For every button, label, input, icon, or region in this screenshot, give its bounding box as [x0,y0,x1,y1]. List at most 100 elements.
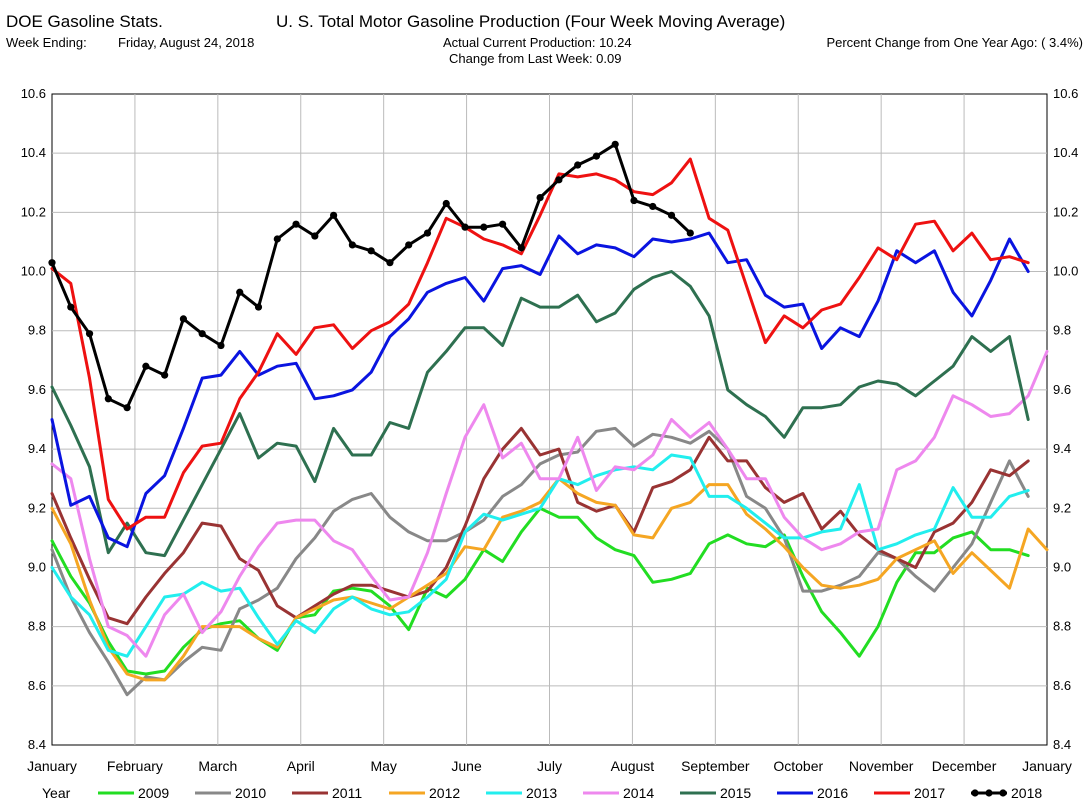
y-tick-label-left: 9.6 [28,382,46,397]
legend-marker-2018 [999,789,1007,797]
series-point-2018 [67,303,75,311]
series-point-2018 [330,211,338,219]
source-label: DOE Gasoline Stats. [6,12,163,31]
y-tick-label-left: 10.2 [21,204,46,219]
x-tick-label: September [681,758,750,774]
legend-label-2011: 2011 [332,785,362,801]
series-point-2018 [198,330,206,338]
series-point-2018 [555,176,563,184]
series-point-2018 [85,330,94,338]
series-point-2018 [367,247,375,255]
change-from-last-week: Change from Last Week: 0.09 [449,51,622,66]
series-point-2018 [161,371,169,379]
week-ending-label: Week Ending: [6,35,87,50]
y-tick-label-right: 8.6 [1053,678,1071,693]
series-line-2010 [50,426,1030,697]
series-point-2018 [442,199,450,208]
y-tick-label-right: 10.0 [1053,264,1078,279]
y-tick-label-right: 9.8 [1053,323,1071,338]
x-tick-label: May [370,758,396,774]
percent-change: Percent Change from One Year Ago: ( 3.4%… [826,35,1083,50]
legend-label-2013: 2013 [526,785,557,801]
series-point-2018 [311,232,319,240]
series-line-2014 [50,349,1049,658]
series-point-2018 [48,259,56,267]
y-tick-label-right: 9.6 [1053,382,1071,397]
series-point-2018 [386,259,394,267]
y-tick-label-left: 10.4 [21,145,46,160]
series-point-2018 [405,241,413,249]
series-point-2018 [142,362,150,370]
series-point-2018 [236,288,244,296]
series-line-2012 [50,477,1049,682]
legend-label-2012: 2012 [429,785,460,801]
series-point-2018 [686,229,694,237]
legend-marker-2018 [971,789,979,797]
series-point-2018 [423,229,432,237]
legend-marker-2018 [985,789,993,797]
y-tick-label-left: 9.4 [28,441,46,456]
series-point-2018 [217,341,225,350]
series-point-2018 [123,404,131,412]
legend-title: Year [42,785,71,801]
series-point-2018 [104,395,112,403]
series-point-2018 [630,196,638,205]
series-line-2017 [50,157,1030,531]
series-point-2018 [254,303,263,311]
series-point-2018 [498,220,507,228]
x-tick-label: October [773,758,823,774]
y-tick-label-left: 9.2 [28,500,46,515]
series-point-2018 [480,223,488,231]
series-point-2018 [574,161,582,169]
legend-label-2016: 2016 [817,785,848,801]
series-point-2018 [273,235,281,243]
series-point-2018 [179,315,188,323]
series-line-2016 [50,231,1030,549]
legend-label-2009: 2009 [138,785,169,801]
x-tick-label: February [107,758,163,774]
series-point-2018 [536,193,544,202]
series-point-2018 [348,241,356,249]
y-tick-label-right: 9.2 [1053,500,1071,515]
series-point-2018 [592,152,601,160]
y-tick-label-right: 9.0 [1053,559,1071,574]
y-tick-label-left: 8.8 [28,619,46,634]
series-point-2018 [667,211,676,219]
x-tick-label: June [451,758,482,774]
y-tick-label-right: 10.2 [1053,204,1078,219]
y-tick-label-left: 8.6 [28,678,46,693]
y-tick-label-right: 8.8 [1053,619,1071,634]
x-tick-label: December [932,758,997,774]
x-tick-label: July [537,758,562,774]
legend-label-2018: 2018 [1011,785,1042,801]
y-tick-label-left: 9.0 [28,559,46,574]
y-tick-label-right: 8.4 [1053,737,1071,752]
x-tick-label: April [287,758,315,774]
y-tick-label-right: 9.4 [1053,441,1071,456]
chart-title: U. S. Total Motor Gasoline Production (F… [276,12,786,31]
y-tick-label-left: 8.4 [28,737,46,752]
x-tick-label: January [1022,758,1072,774]
legend-label-2010: 2010 [235,785,266,801]
series-point-2018 [611,140,619,148]
series-point-2018 [517,244,525,252]
x-tick-label: March [198,758,237,774]
y-tick-label-right: 10.6 [1053,86,1078,101]
y-tick-label-left: 10.0 [21,264,46,279]
series-line-2015 [50,270,1030,558]
series-point-2018 [649,202,657,211]
series-point-2018 [292,220,300,228]
legend-label-2014: 2014 [623,785,654,801]
series-line-2013 [50,453,1030,658]
series-point-2018 [461,223,469,231]
x-tick-label: August [611,758,655,774]
y-tick-label-right: 10.4 [1053,145,1078,160]
x-tick-label: November [849,758,914,774]
legend-label-2015: 2015 [720,785,751,801]
week-ending-value: Friday, August 24, 2018 [118,35,255,50]
y-tick-label-left: 9.8 [28,323,46,338]
series-line-2011 [50,426,1030,626]
legend-label-2017: 2017 [914,785,945,801]
x-tick-label: January [27,758,77,774]
